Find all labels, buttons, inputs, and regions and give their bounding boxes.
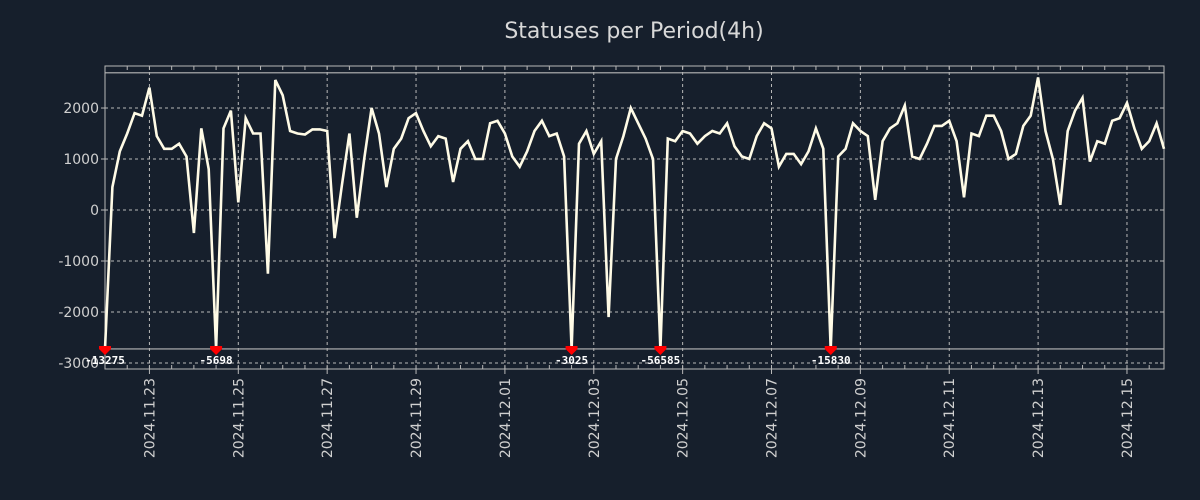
y-tick-label: 1000	[63, 152, 99, 168]
y-tick-label: -3000	[58, 356, 99, 372]
x-tick-label: 2024.12.03	[587, 378, 603, 458]
clip-marker-icon	[824, 345, 837, 355]
y-tick-label: -2000	[58, 305, 99, 321]
axes: -3000 -2000 -1000 0 1000 2000 2024.11.23 2024.1…	[58, 65, 1165, 458]
y-tick-label: 2000	[63, 101, 99, 117]
x-tick-label: 2024.11.29	[409, 378, 425, 458]
x-tick-label: 2024.12.01	[498, 378, 514, 458]
x-tick-label: 2024.11.27	[320, 378, 336, 458]
clip-value-label: -15830	[811, 354, 851, 367]
x-tick-label: 2024.11.25	[231, 378, 247, 458]
x-tick-label: 2024.12.05	[676, 378, 692, 458]
x-tick-label: 2024.11.23	[142, 378, 158, 458]
clip-marker-icon	[99, 345, 111, 355]
plot-frame	[104, 65, 1165, 370]
clip-marker-icon	[654, 345, 667, 355]
grid	[105, 66, 1164, 369]
x-tick-label: 2024.12.07	[765, 378, 781, 458]
x-tick-label: 2024.12.09	[853, 378, 869, 458]
clip-value-label: -5698	[200, 354, 233, 367]
y-tick-label: 0	[90, 203, 99, 219]
x-tick-label: 2024.12.15	[1120, 378, 1136, 458]
clip-value-label: -3025	[555, 354, 588, 367]
chart-title: Statuses per Period(4h)	[504, 19, 763, 44]
series	[103, 77, 1166, 350]
clip-marker-icon	[210, 345, 223, 355]
x-tick-label: 2024.12.11	[942, 378, 958, 458]
y-tick-label: -1000	[58, 254, 99, 270]
clip-value-label: -13275	[85, 354, 125, 367]
series-line	[103, 77, 1166, 350]
clip-marker-icon	[565, 345, 578, 355]
clip-value-label: -56585	[641, 354, 681, 367]
x-tick-label: 2024.12.13	[1031, 378, 1047, 458]
clip-markers: -13275 -5698 -3025 -56585 -15830	[85, 345, 851, 367]
